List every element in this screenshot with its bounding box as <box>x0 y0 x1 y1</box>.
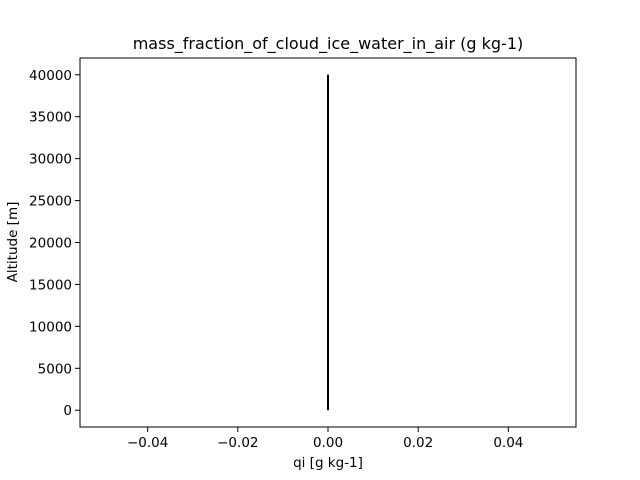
x-tick-label: 0.04 <box>493 435 523 451</box>
ticks-layer: −0.04 −0.02 0.00 0.02 0.04 0 5000 10000 15000 200… <box>29 68 523 451</box>
x-tick-label: −0.04 <box>127 435 168 451</box>
y-tick-label: 5000 <box>38 361 72 377</box>
x-tick-label: −0.02 <box>217 435 258 451</box>
chart-title: mass_fraction_of_cloud_ice_water_in_air … <box>133 34 524 54</box>
y-tick-label: 40000 <box>29 68 72 84</box>
y-tick-label: 10000 <box>29 319 72 335</box>
y-tick-label: 15000 <box>29 277 72 293</box>
x-tick-label: 0.00 <box>313 435 343 451</box>
y-tick-label: 35000 <box>29 110 72 126</box>
y-axis-label: Altitude [m] <box>5 202 21 283</box>
x-axis-label: qi [g kg-1] <box>293 455 363 471</box>
x-tick-label: 0.02 <box>403 435 433 451</box>
y-tick-label: 0 <box>63 403 72 419</box>
y-tick-label: 20000 <box>29 236 72 252</box>
plot-frame <box>79 57 577 428</box>
y-tick-label: 30000 <box>29 152 72 168</box>
y-tick-label: 25000 <box>29 194 72 210</box>
